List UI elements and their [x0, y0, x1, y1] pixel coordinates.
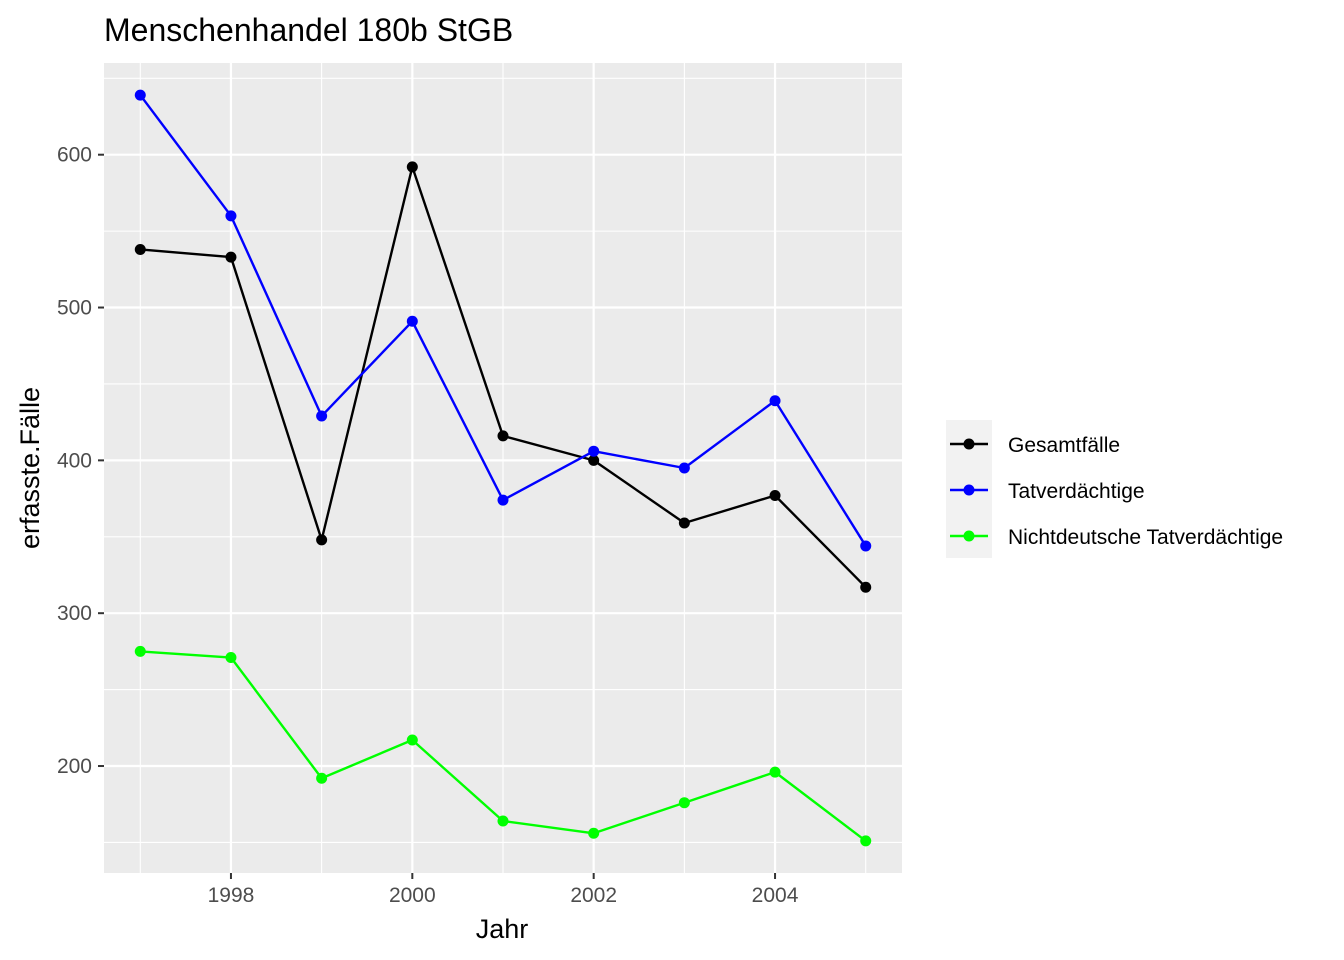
series-2-point [588, 445, 600, 457]
legend-label: Gesamtfälle [1008, 434, 1120, 457]
y-tick-labels: 200 300 400 500 600 [57, 144, 92, 778]
series-1-point [497, 430, 509, 442]
legend-key-point [963, 438, 975, 450]
series-2-point [225, 210, 237, 222]
series-3-point [406, 734, 418, 746]
series-3-point [678, 797, 690, 809]
axis-ticks [98, 153, 777, 879]
series-3-point [134, 645, 146, 657]
y-tick-label: 600 [57, 144, 92, 167]
series-1-point [316, 534, 328, 546]
series-3-point [225, 652, 237, 664]
x-tick-label: 1998 [208, 884, 255, 907]
series-3-point [588, 827, 600, 839]
series-2-point [406, 315, 418, 327]
x-axis-title: Jahr [476, 914, 529, 944]
legend-key-point [963, 530, 975, 542]
series-2-point [678, 462, 690, 474]
grid-major [104, 63, 902, 873]
legend-key-point [963, 484, 975, 496]
series-3-point [860, 835, 872, 847]
x-tick-label: 2002 [570, 884, 617, 907]
series-3-point [769, 766, 781, 778]
y-tick-label: 400 [57, 449, 92, 472]
series-2-point [769, 395, 781, 407]
x-tick-label: 2000 [389, 884, 436, 907]
series-2-point [497, 494, 509, 506]
legend-label: Tatverdächtige [1008, 480, 1145, 503]
y-axis-title: erfasste.Fälle [15, 387, 45, 549]
series-1-point [225, 251, 237, 263]
series-1-point [134, 243, 146, 255]
x-tick-labels: 1998 2000 2002 2004 [208, 884, 799, 907]
x-tick-label: 2004 [752, 884, 799, 907]
series-1-point [406, 161, 418, 173]
series-1-point [678, 517, 690, 529]
chart-title: Menschenhandel 180b StGB [104, 12, 513, 48]
series-1-point [588, 454, 600, 466]
series-layer [134, 89, 872, 847]
y-tick-label: 200 [57, 755, 92, 778]
series-2-point [316, 410, 328, 422]
legend-label: Nichtdeutsche Tatverdächtige [1008, 526, 1283, 549]
series-2-point [134, 89, 146, 101]
legend: Gesamtfälle Tatverdächtige Nichtdeutsche T… [946, 420, 1283, 558]
series-3-point [316, 772, 328, 784]
y-tick-label: 500 [57, 297, 92, 320]
series-1-point [860, 581, 872, 593]
series-3-point [497, 815, 509, 827]
y-tick-label: 300 [57, 602, 92, 625]
series-2-point [860, 540, 872, 552]
series-1-point [769, 490, 781, 502]
